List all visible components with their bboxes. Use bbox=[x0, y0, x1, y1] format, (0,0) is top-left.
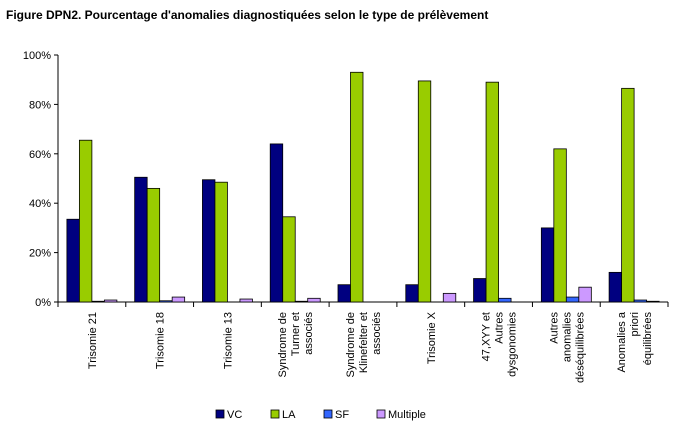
bar-vc-8 bbox=[608, 271, 623, 303]
y-tick-label: 80% bbox=[29, 99, 51, 111]
y-axis-ticks: 0% 20% 40% 60% 80% 100% bbox=[23, 50, 58, 309]
bar-multiple-7 bbox=[578, 286, 592, 303]
x-category-line: Syndrome de bbox=[277, 312, 289, 377]
chart-title: Figure DPN2. Pourcentage d'anomalies dia… bbox=[6, 8, 489, 22]
bar-multiple-5 bbox=[442, 292, 457, 303]
y-tick-label: 40% bbox=[29, 198, 51, 210]
bar-multiple-3 bbox=[307, 297, 321, 303]
bar-vc-3 bbox=[269, 143, 284, 303]
y-tick-label: 60% bbox=[29, 149, 51, 161]
x-category-label: Trisomie X bbox=[426, 311, 438, 364]
x-category-line: Autres bbox=[494, 312, 506, 344]
x-category-line: dysgonomies bbox=[507, 312, 519, 377]
bar-multiple-1 bbox=[171, 296, 186, 303]
x-category-line: Turner et bbox=[290, 312, 302, 356]
bar-vc-4 bbox=[337, 284, 351, 303]
x-category-line: associés bbox=[303, 312, 315, 355]
bar-multiple-0 bbox=[103, 299, 118, 303]
bar-vc-0 bbox=[66, 218, 80, 303]
bar-vc-7 bbox=[540, 227, 555, 303]
bar-vc-2 bbox=[202, 179, 216, 303]
bar-multiple-2 bbox=[239, 298, 253, 303]
x-category-line: déséquilibrées bbox=[574, 312, 586, 383]
legend-label-la: LA bbox=[282, 409, 296, 421]
x-category-line: équilibrées bbox=[642, 312, 654, 366]
x-category-line: Trisomie 21 bbox=[87, 312, 99, 369]
bar-vc-1 bbox=[134, 176, 148, 303]
bar-multiple-8 bbox=[646, 300, 660, 303]
chart-bars bbox=[66, 71, 660, 303]
x-category-label: Trisomie 21 bbox=[87, 312, 99, 369]
x-category-line: Trisomie 18 bbox=[155, 312, 167, 369]
x-category-label: Trisomie 18 bbox=[155, 312, 167, 369]
x-category-line: 47,XYY et bbox=[481, 312, 493, 361]
x-category-line: associés bbox=[371, 312, 383, 355]
chart-legend: VC LA SF Multiple bbox=[215, 409, 426, 421]
x-category-label: Syndrome de Turner et associés bbox=[277, 312, 315, 378]
bar-la-8 bbox=[621, 87, 635, 303]
y-tick-label: 0% bbox=[35, 297, 51, 309]
x-category-line: priori bbox=[629, 312, 641, 336]
bar-sf-8 bbox=[633, 299, 648, 303]
x-category-label: 47,XYY et Autres dysgonomies bbox=[481, 312, 519, 377]
legend-label-sf: SF bbox=[335, 409, 349, 421]
x-category-line: Trisomie 13 bbox=[222, 312, 234, 369]
x-category-line: Autres bbox=[548, 312, 560, 344]
bar-la-7 bbox=[553, 148, 567, 303]
legend-swatch-sf bbox=[323, 409, 333, 419]
x-category-line: anomalies bbox=[561, 312, 573, 363]
bar-la-1 bbox=[146, 187, 161, 303]
x-category-line: Klinefelter et bbox=[358, 312, 370, 373]
x-category-label: Syndrome de Klinefelter et associés bbox=[345, 312, 383, 378]
bar-la-6 bbox=[485, 81, 499, 303]
y-tick-label: 100% bbox=[23, 50, 51, 62]
bar-sf-3 bbox=[294, 300, 309, 303]
bar-la-2 bbox=[214, 181, 228, 303]
legend-label-multiple: Multiple bbox=[388, 409, 426, 421]
bar-sf-1 bbox=[159, 300, 173, 303]
x-category-line: Syndrome de bbox=[345, 312, 357, 377]
x-category-label: Trisomie 13 bbox=[222, 312, 234, 369]
legend-swatch-multiple bbox=[376, 409, 386, 419]
bar-la-4 bbox=[350, 71, 364, 303]
bar-vc-6 bbox=[473, 278, 487, 303]
y-tick-label: 20% bbox=[29, 248, 51, 260]
legend-swatch-vc bbox=[215, 409, 225, 419]
bar-vc-5 bbox=[405, 284, 419, 303]
x-category-label: Autres anomalies déséquilibrées bbox=[548, 312, 586, 383]
x-category-line: Trisomie X bbox=[426, 311, 438, 364]
bar-la-3 bbox=[282, 216, 296, 303]
legend-label-vc: VC bbox=[227, 409, 242, 421]
bar-la-0 bbox=[78, 139, 93, 303]
legend-swatch-la bbox=[270, 409, 280, 419]
bar-sf-0 bbox=[91, 300, 105, 303]
bar-la-5 bbox=[417, 80, 432, 303]
x-category-line: Anomalies a bbox=[616, 311, 628, 372]
x-category-label: Anomalies a priori équilibrées bbox=[616, 311, 654, 372]
x-axis-labels: Trisomie 21 Trisomie 18 Trisomie 13 Syndrom… bbox=[87, 311, 654, 383]
bar-sf-6 bbox=[498, 297, 512, 303]
bar-sf-7 bbox=[565, 296, 580, 303]
